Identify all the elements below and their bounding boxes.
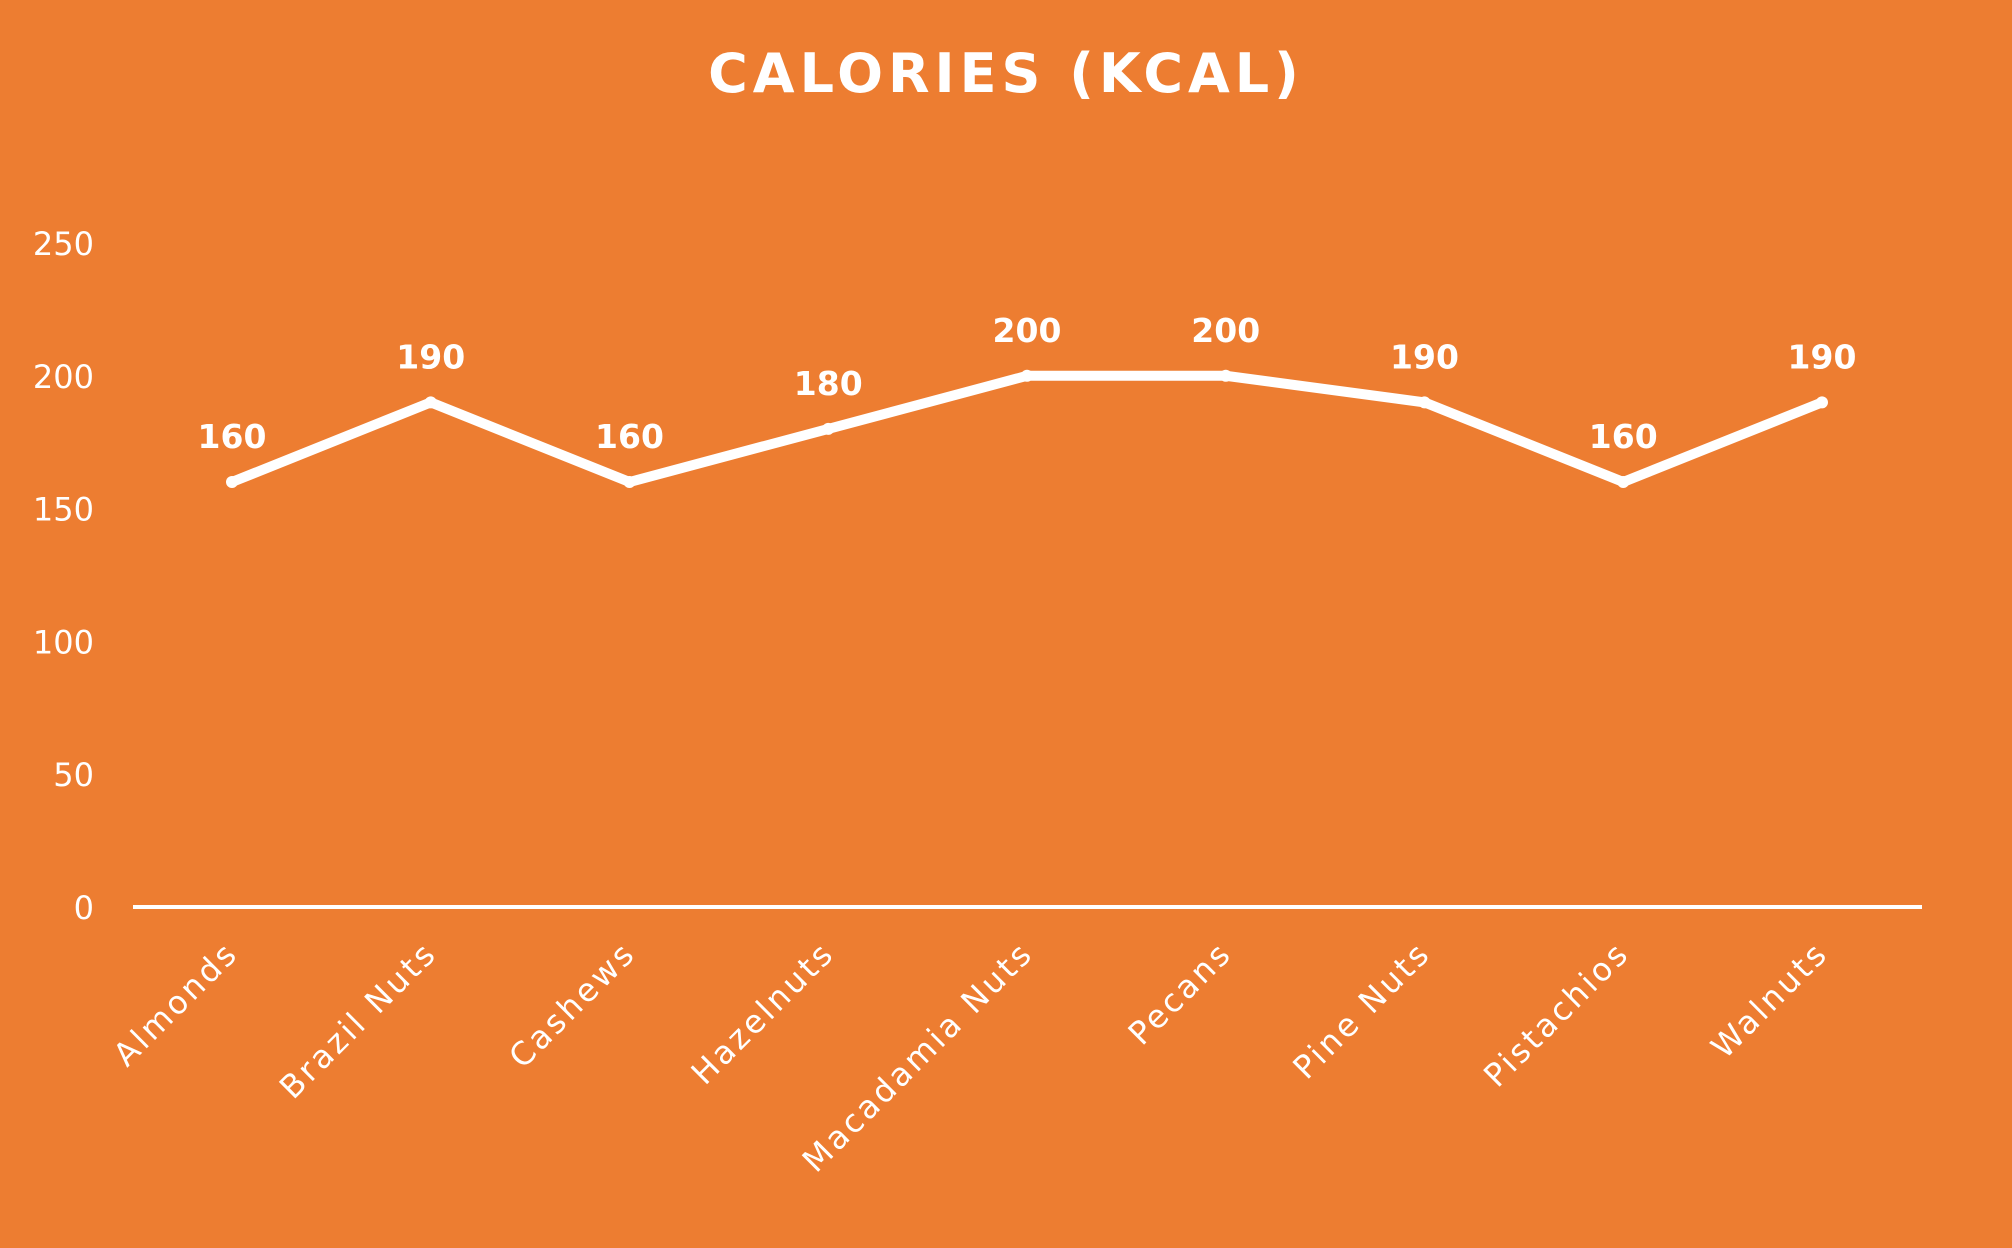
data-label: 160 [198,417,267,456]
x-category-label: Cashews [501,934,643,1076]
data-point [822,422,835,435]
x-category-label: Almonds [106,934,246,1074]
data-label: 200 [1191,311,1260,350]
data-point [1219,369,1232,382]
data-label: 200 [993,311,1062,350]
series-line-group [226,369,1828,489]
data-label: 180 [794,364,863,403]
data-point [1021,369,1033,382]
chart-title: CALORIES (KCAL) [708,42,1304,105]
data-label: 190 [1788,337,1857,376]
data-point [1418,396,1431,409]
x-category-label: Brazil Nuts [272,934,444,1106]
x-category-label: Pistachios [1476,934,1637,1095]
data-point [1617,476,1630,489]
x-axis-category-labels: Almonds Brazil Nuts Cashews HazelnutsMacada… [106,934,1836,1180]
data-label: 160 [1589,417,1658,456]
y-axis-ticks: 0 50 100 150 200 250 [33,225,94,927]
y-tick-label: 150 [33,491,94,529]
x-category-label: Walnuts [1704,934,1836,1066]
x-category-label: Pine Nuts [1285,934,1438,1087]
y-tick-label: 200 [33,358,94,396]
data-point [623,476,636,489]
data-label: 190 [1390,337,1459,376]
y-tick-label: 50 [53,756,94,794]
data-point [1816,396,1828,409]
x-category-label: Pecans [1121,934,1240,1053]
y-tick-label: 100 [33,623,94,661]
data-point [424,396,437,409]
x-category-label: Hazelnuts [684,934,842,1092]
data-point [226,476,238,489]
data-label: 160 [595,417,664,456]
drop-lines [230,375,1824,907]
y-tick-label: 0 [74,889,94,927]
y-tick-label: 250 [33,225,94,263]
data-labels: 160 190 160 180 200 200 190 160 190 [198,311,1857,456]
data-label: 190 [396,337,465,376]
